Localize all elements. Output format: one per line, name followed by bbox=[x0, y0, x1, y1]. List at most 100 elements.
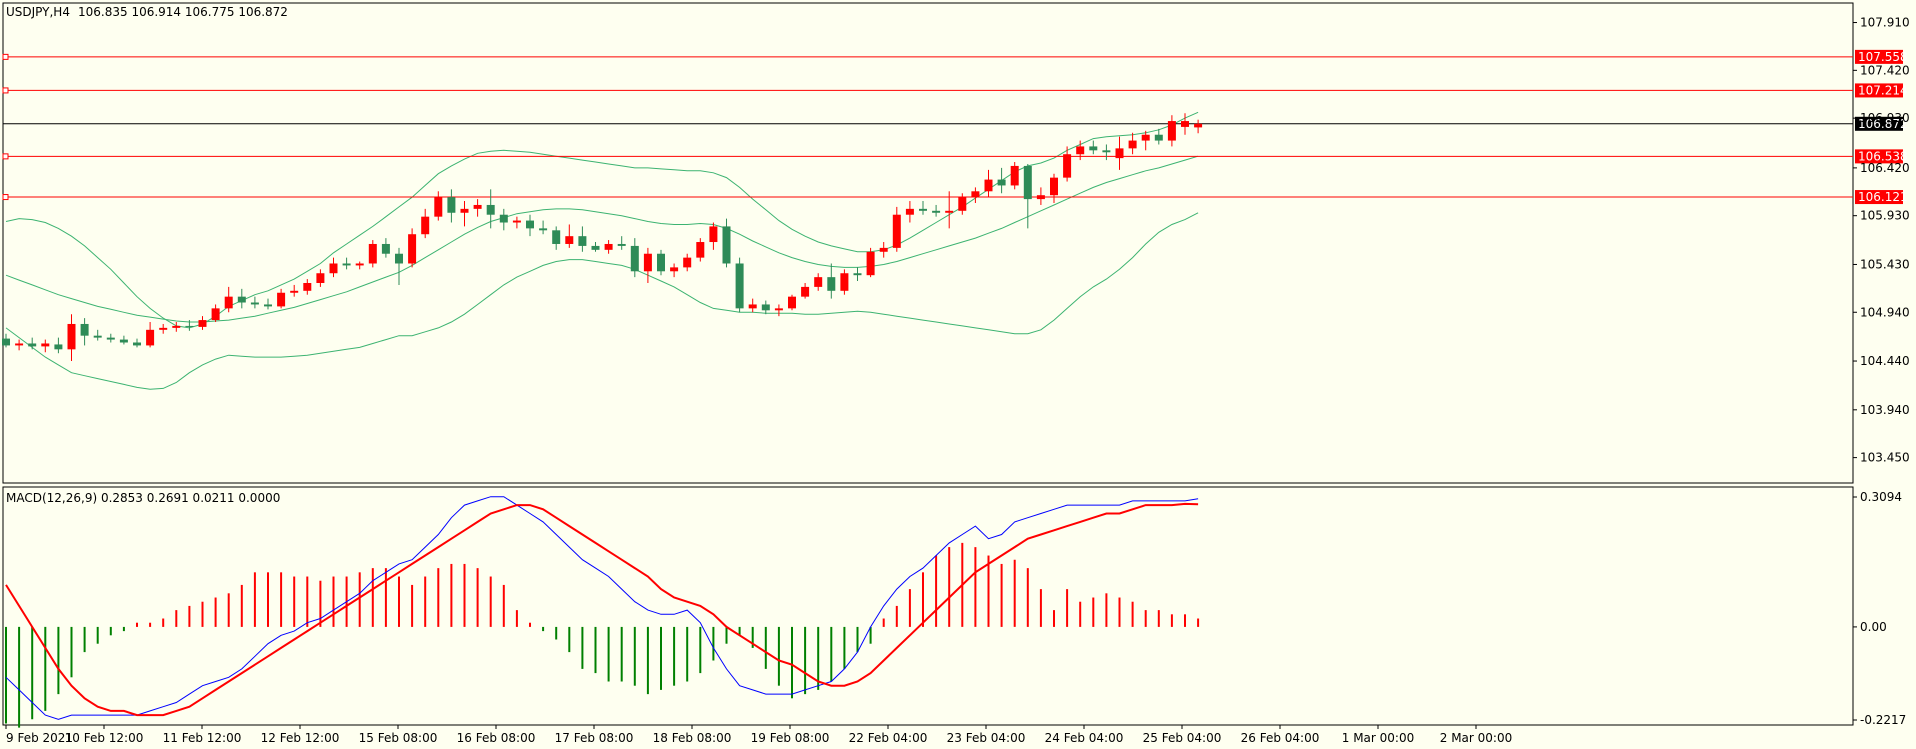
time-tick-label: 10 Feb 12:00 bbox=[65, 731, 144, 745]
candle bbox=[945, 191, 954, 229]
macd-indicator-label: MACD(12,26,9) 0.2853 0.2691 0.0211 0.000… bbox=[6, 491, 280, 505]
candle bbox=[683, 253, 692, 272]
candle-body bbox=[748, 304, 757, 309]
candle-body bbox=[526, 220, 534, 229]
candle bbox=[866, 247, 875, 278]
candle-body bbox=[670, 267, 679, 272]
level-price-label: 106.538 bbox=[1858, 149, 1908, 163]
candle bbox=[1063, 146, 1072, 182]
candle-body bbox=[1076, 146, 1085, 155]
candle-body bbox=[657, 253, 665, 272]
candle-body bbox=[971, 191, 980, 198]
candles bbox=[2, 113, 1203, 362]
candle-body bbox=[41, 343, 50, 347]
time-tick-label: 24 Feb 04:00 bbox=[1045, 731, 1124, 745]
candle bbox=[735, 257, 744, 313]
price-tick-label: 106.420 bbox=[1860, 161, 1910, 175]
candle bbox=[997, 167, 1006, 194]
level-price-tag bbox=[1855, 49, 1903, 64]
candle bbox=[512, 216, 521, 229]
candle bbox=[722, 218, 731, 268]
candle bbox=[54, 337, 63, 354]
candle bbox=[984, 169, 993, 198]
candle bbox=[106, 333, 115, 343]
price-tick-label: 106.930 bbox=[1860, 111, 1910, 125]
price-tick-label: 107.910 bbox=[1860, 16, 1910, 30]
candle bbox=[1089, 140, 1098, 155]
price-tick-label: 103.450 bbox=[1860, 451, 1910, 465]
candle-body bbox=[801, 286, 810, 297]
candle-body bbox=[866, 251, 875, 276]
candle-body bbox=[146, 329, 155, 346]
candle-body bbox=[1115, 148, 1124, 159]
candle bbox=[526, 214, 534, 237]
candle-body bbox=[578, 236, 587, 246]
candle bbox=[696, 238, 705, 262]
candle bbox=[1076, 140, 1085, 161]
candle-body bbox=[827, 277, 836, 291]
candle-body bbox=[290, 290, 299, 293]
candle bbox=[355, 261, 364, 270]
candle-body bbox=[1023, 165, 1032, 200]
candle bbox=[133, 338, 141, 348]
candle bbox=[932, 204, 941, 217]
candle-body bbox=[1036, 195, 1045, 200]
candle-body bbox=[159, 327, 168, 330]
candle-body bbox=[630, 245, 639, 272]
candle bbox=[774, 304, 783, 317]
bollinger-lower-line bbox=[5, 212, 1199, 390]
time-tick-label: 11 Feb 12:00 bbox=[163, 731, 242, 745]
candle-body bbox=[54, 344, 63, 350]
candle bbox=[814, 273, 823, 291]
candle bbox=[368, 240, 377, 268]
candle bbox=[1154, 128, 1163, 145]
candle bbox=[250, 296, 259, 309]
candle-body bbox=[434, 197, 443, 217]
candle-body bbox=[1063, 154, 1072, 178]
candle-body bbox=[853, 273, 862, 276]
candle-body bbox=[395, 253, 403, 264]
candle bbox=[211, 304, 220, 323]
candle bbox=[958, 193, 967, 215]
level-handle bbox=[2, 87, 9, 94]
candle-body bbox=[774, 308, 783, 311]
candle bbox=[15, 339, 24, 351]
candle-body bbox=[473, 204, 482, 209]
candle bbox=[185, 320, 194, 331]
candle-body bbox=[1089, 146, 1098, 151]
macd-tick-label: 0.3094 bbox=[1860, 490, 1902, 504]
candle bbox=[303, 279, 312, 295]
price-tick-label: 107.420 bbox=[1860, 63, 1910, 77]
candle bbox=[1036, 187, 1045, 205]
level-handle bbox=[2, 53, 9, 60]
candle bbox=[264, 298, 272, 310]
time-tick-label: 2 Mar 00:00 bbox=[1440, 731, 1513, 745]
candle-body bbox=[984, 179, 993, 192]
candle-body bbox=[316, 273, 325, 283]
candle-body bbox=[840, 273, 849, 291]
candle-body bbox=[905, 208, 914, 215]
candle bbox=[565, 224, 574, 248]
price-axis: 107.910 107.420 106.930 106.420 105.930 105.4… bbox=[1853, 16, 1910, 727]
candle bbox=[1023, 163, 1032, 229]
candle-body bbox=[421, 216, 430, 235]
candle-body bbox=[643, 253, 652, 272]
candle bbox=[329, 257, 338, 278]
candle bbox=[761, 300, 770, 315]
candle bbox=[630, 238, 639, 278]
candle-body bbox=[106, 337, 115, 340]
candle bbox=[395, 247, 403, 285]
candle-body bbox=[237, 296, 246, 303]
candle bbox=[591, 242, 600, 252]
macd-series bbox=[5, 496, 1200, 728]
horizontal-levels[interactable]: 107.558 107.214 106.538 106.121 106.872 bbox=[2, 49, 1908, 205]
candle bbox=[552, 226, 561, 250]
time-tick-label: 15 Feb 08:00 bbox=[359, 731, 438, 745]
candle-body bbox=[1010, 165, 1019, 186]
candle-body bbox=[932, 210, 941, 213]
candle bbox=[2, 333, 10, 348]
candle-body bbox=[28, 343, 37, 347]
candle-body bbox=[945, 210, 954, 213]
